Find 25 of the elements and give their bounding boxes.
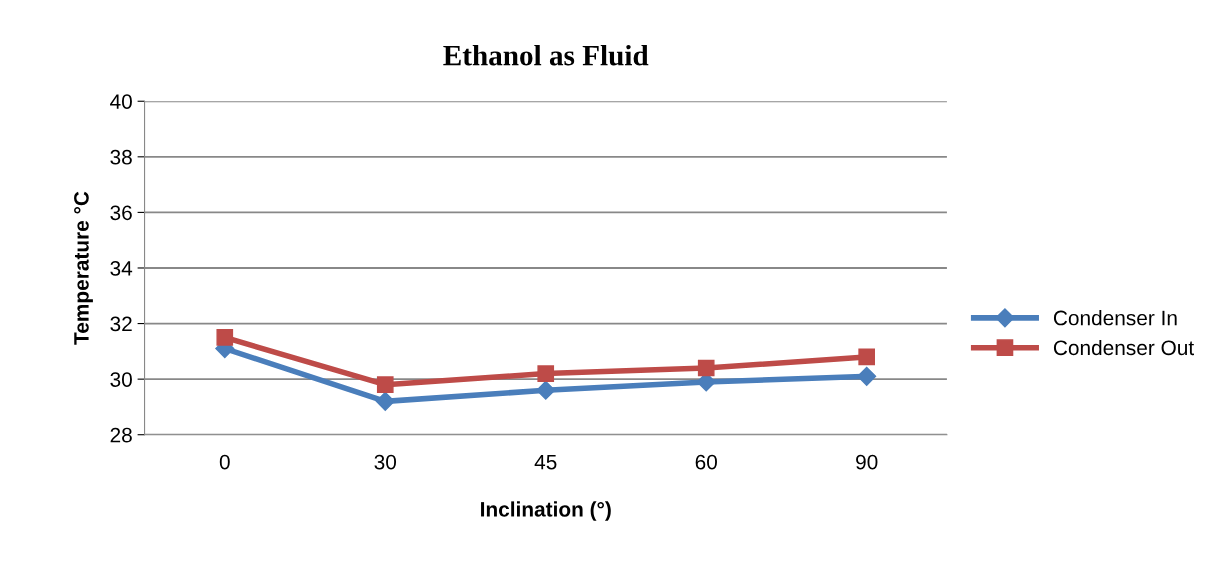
point bbox=[216, 329, 234, 346]
x-tick-label: 90 bbox=[856, 454, 878, 470]
y-tick-label: 34 bbox=[110, 260, 133, 276]
x-axis-title: Inclination (°) bbox=[481, 501, 611, 521]
y-tick-label: 40 bbox=[110, 94, 132, 109]
point bbox=[375, 391, 395, 411]
y-axis-title: Temperature °C bbox=[74, 191, 93, 345]
legend-label: Condenser Out bbox=[1053, 339, 1194, 356]
y-tick-label: 28 bbox=[110, 427, 132, 443]
x-tick-label: 45 bbox=[534, 454, 557, 470]
x-tick-label: 0 bbox=[219, 454, 230, 470]
point bbox=[857, 366, 877, 386]
point bbox=[376, 376, 394, 394]
y-tick-label: 30 bbox=[110, 372, 132, 387]
x-tick-label: 30 bbox=[374, 454, 397, 470]
point bbox=[537, 365, 555, 382]
point bbox=[536, 380, 556, 400]
point bbox=[858, 348, 876, 366]
chart-title: Ethanol as Fluid bbox=[443, 44, 649, 66]
y-tick-label: 38 bbox=[110, 149, 132, 165]
point bbox=[697, 359, 715, 377]
y-tick-label: 36 bbox=[110, 205, 132, 221]
legend-label: Condenser In bbox=[1053, 310, 1177, 326]
y-tick-label: 32 bbox=[110, 316, 132, 332]
x-tick-label: 60 bbox=[695, 454, 717, 470]
